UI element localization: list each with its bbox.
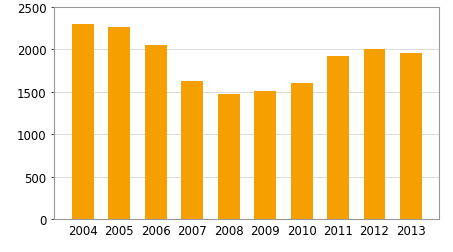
Bar [291, 84, 313, 219]
Bar [327, 57, 349, 219]
Bar [72, 25, 94, 219]
Bar [181, 82, 203, 219]
Bar [400, 54, 422, 219]
Bar [364, 50, 386, 219]
Bar [218, 95, 240, 219]
Bar [108, 28, 130, 219]
Bar [254, 91, 276, 219]
Bar [145, 46, 167, 219]
